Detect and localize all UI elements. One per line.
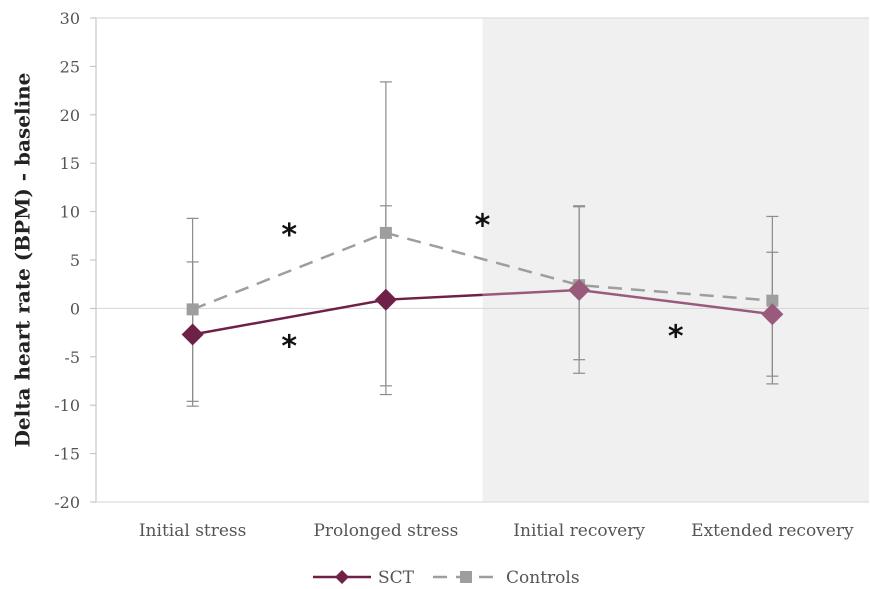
legend-sct-marker <box>335 570 349 584</box>
legend-sct-label: SCT <box>378 568 415 588</box>
sct-point <box>568 279 591 302</box>
x-tick-label: Prolonged stress <box>313 521 458 541</box>
y-tick-label: 10 <box>60 203 80 222</box>
y-tick-label: 20 <box>60 106 80 125</box>
series <box>181 81 784 407</box>
y-tick-label: -20 <box>54 493 80 512</box>
y-tick-label: -5 <box>64 348 80 367</box>
sct-point <box>181 323 204 346</box>
y-tick-label: 30 <box>60 9 80 28</box>
sct-point <box>761 303 784 326</box>
y-tick-label: 0 <box>70 299 80 318</box>
y-axis-label: Delta heart rate (BPM) - baseline <box>11 73 35 448</box>
sct-series-line <box>578 288 773 316</box>
x-tick-labels: Initial stress Prolonged stress Initial re… <box>139 521 854 541</box>
shaded-recovery-region <box>482 18 869 502</box>
sct-series-line <box>482 288 580 297</box>
y-tick-label: -15 <box>54 445 80 464</box>
significance-markers: * * * * <box>281 208 684 364</box>
controls-series-line <box>192 231 773 311</box>
sct-series-line <box>385 293 483 301</box>
y-tick-labels: 30 25 20 15 10 5 0 -5 -10 -15 -20 <box>54 9 96 512</box>
legend: SCT Controls <box>313 568 580 588</box>
controls-point <box>186 303 199 316</box>
y-tick-label: -10 <box>54 396 80 415</box>
sct-series-line <box>192 298 387 336</box>
x-tick-label: Initial recovery <box>513 521 645 541</box>
controls-point <box>766 294 779 307</box>
x-tick-label: Extended recovery <box>691 521 854 541</box>
legend-controls-marker <box>460 571 472 583</box>
y-tick-label: 5 <box>70 251 80 270</box>
y-tick-label: 25 <box>60 57 80 76</box>
legend-controls-label: Controls <box>506 568 580 588</box>
gridlines <box>96 17 869 503</box>
x-tick-label: Initial stress <box>139 521 247 541</box>
sct-point <box>374 288 397 311</box>
y-tick-label: 15 <box>60 154 80 173</box>
significance-star: * <box>281 329 297 364</box>
significance-star: * <box>475 208 491 243</box>
controls-point <box>379 226 392 239</box>
significance-star: * <box>668 320 684 355</box>
significance-star: * <box>281 218 297 253</box>
